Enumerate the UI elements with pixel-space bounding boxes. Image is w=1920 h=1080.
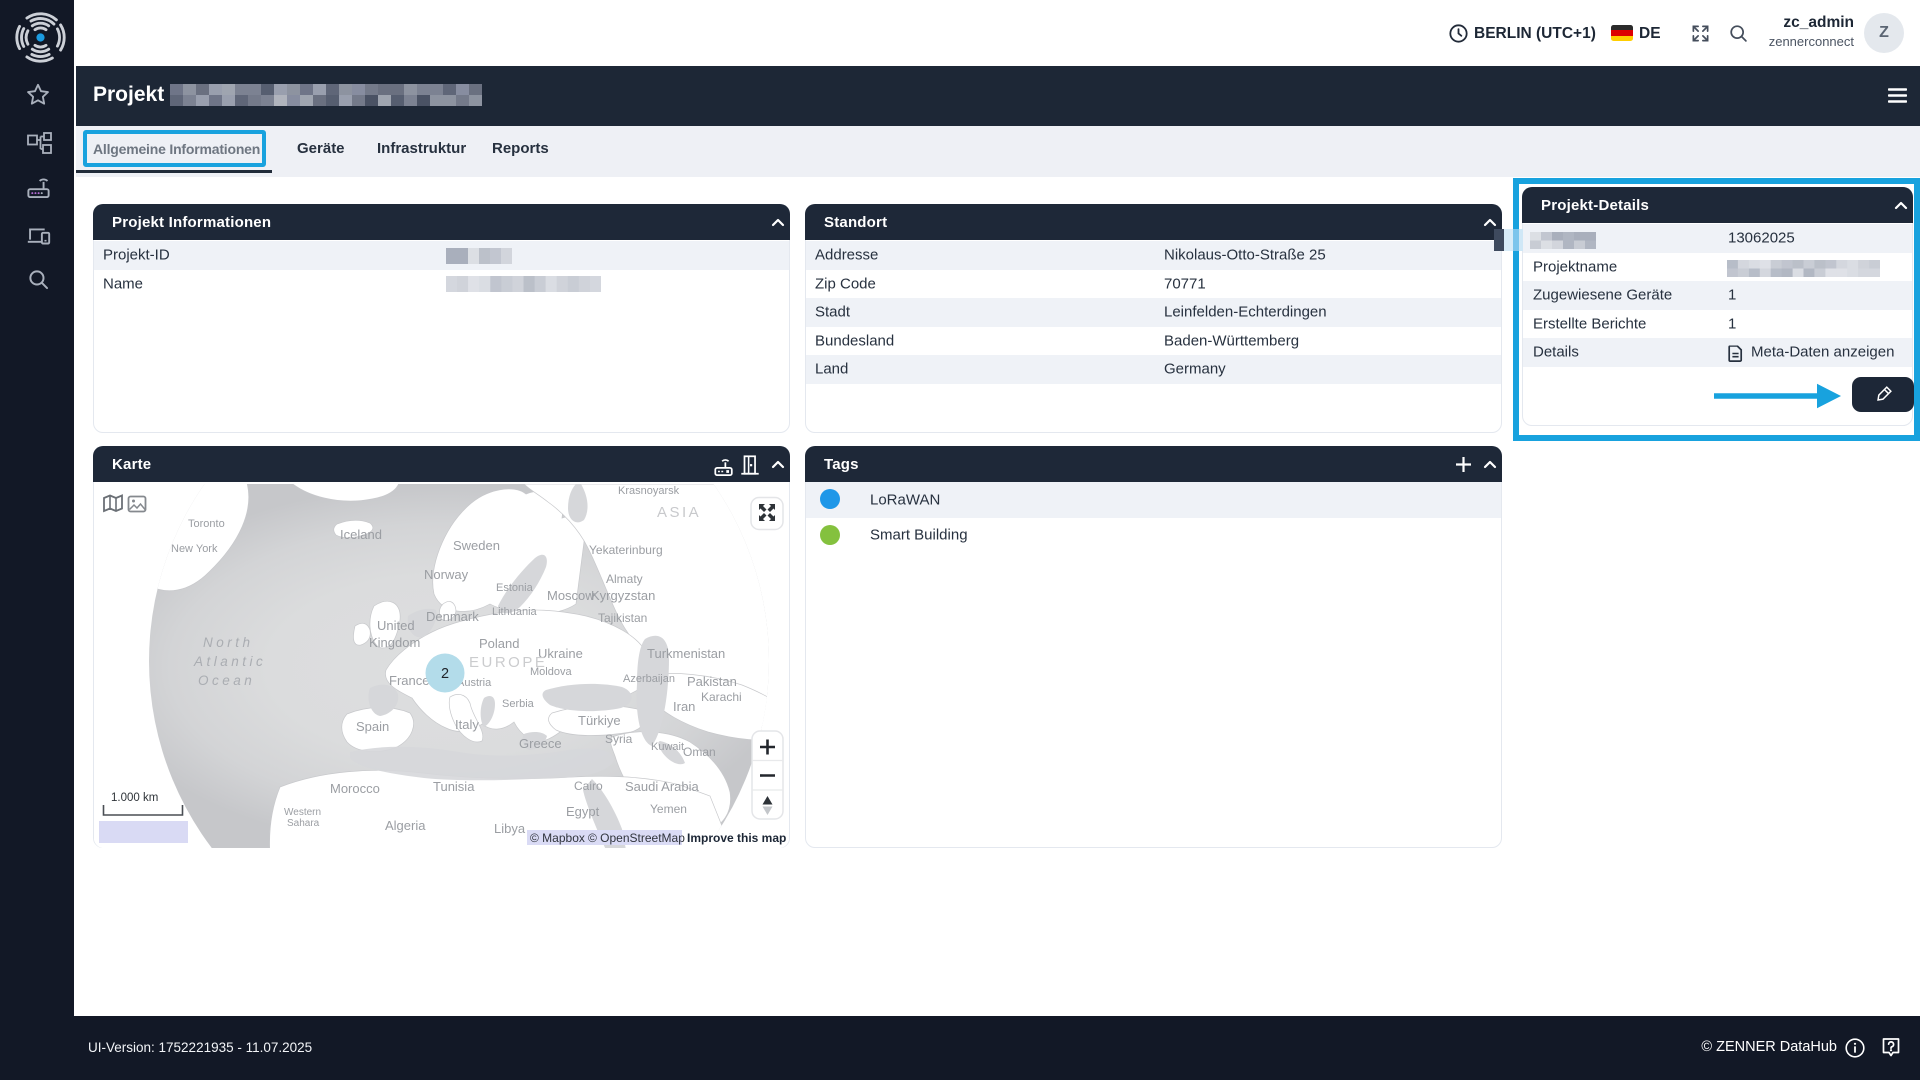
svg-text:Syria: Syria: [605, 732, 633, 746]
svg-text:France: France: [389, 673, 429, 688]
svg-text:EUROPE: EUROPE: [469, 654, 547, 671]
svg-text:Moldova: Moldova: [530, 666, 572, 678]
svg-text:Tajikistan: Tajikistan: [598, 611, 647, 625]
svg-text:Karachi: Karachi: [701, 690, 742, 704]
svg-text:Türkiye: Türkiye: [578, 713, 621, 728]
svg-text:Algeria: Algeria: [385, 818, 426, 833]
svg-text:Pakistan: Pakistan: [687, 674, 737, 689]
svg-text:© OpenStreetMap: © OpenStreetMap: [588, 831, 685, 845]
svg-text:1.000 km: 1.000 km: [111, 792, 158, 804]
svg-text:Cairo: Cairo: [574, 779, 603, 793]
svg-text:Western: Western: [284, 807, 321, 818]
svg-text:Serbia: Serbia: [502, 698, 535, 710]
svg-text:Spain: Spain: [356, 719, 389, 734]
svg-text:Yemen: Yemen: [650, 802, 687, 816]
svg-text:United: United: [377, 618, 415, 633]
svg-text:Improve this map: Improve this map: [687, 831, 786, 845]
svg-text:Denmark: Denmark: [426, 609, 479, 624]
svg-text:Morocco: Morocco: [330, 781, 380, 796]
svg-text:Kyrgyzstan: Kyrgyzstan: [591, 588, 655, 603]
svg-text:Austria: Austria: [457, 677, 492, 689]
svg-text:Almaty: Almaty: [606, 572, 643, 586]
svg-text:Yekaterinburg: Yekaterinburg: [589, 543, 663, 557]
svg-text:Greece: Greece: [519, 736, 562, 751]
svg-text:Krasnoyarsk: Krasnoyarsk: [618, 485, 680, 497]
svg-text:Lithuania: Lithuania: [492, 606, 538, 618]
svg-text:Moscow: Moscow: [547, 588, 595, 603]
svg-text:Kuwait: Kuwait: [651, 741, 684, 753]
svg-text:Kingdom: Kingdom: [369, 635, 420, 650]
svg-text:Norway: Norway: [424, 567, 469, 582]
svg-text:Oman: Oman: [683, 745, 716, 759]
svg-text:Sweden: Sweden: [453, 538, 500, 553]
svg-text:Tunisia: Tunisia: [433, 779, 475, 794]
svg-text:Atlantic: Atlantic: [193, 654, 266, 669]
svg-text:Poland: Poland: [479, 636, 519, 651]
svg-text:2: 2: [441, 666, 449, 682]
svg-text:New York: New York: [171, 543, 218, 555]
svg-text:Saudi Arabia: Saudi Arabia: [625, 779, 699, 794]
svg-text:Egypt: Egypt: [566, 804, 600, 819]
svg-text:Turkmenistan: Turkmenistan: [647, 646, 725, 661]
svg-text:Azerbaijan: Azerbaijan: [623, 673, 675, 685]
svg-text:Ukraine: Ukraine: [538, 646, 583, 661]
svg-text:Ocean: Ocean: [198, 673, 255, 688]
svg-text:Estonia: Estonia: [496, 582, 534, 594]
svg-text:Iceland: Iceland: [340, 527, 382, 542]
svg-text:Toronto: Toronto: [188, 518, 225, 530]
svg-text:Iran: Iran: [673, 699, 695, 714]
svg-text:Italy: Italy: [455, 717, 479, 732]
svg-text:Sahara: Sahara: [287, 818, 320, 829]
svg-text:ASIA: ASIA: [657, 504, 701, 521]
svg-text:© Mapbox: © Mapbox: [530, 831, 585, 845]
svg-text:North: North: [203, 635, 254, 650]
svg-text:Libya: Libya: [494, 821, 526, 836]
